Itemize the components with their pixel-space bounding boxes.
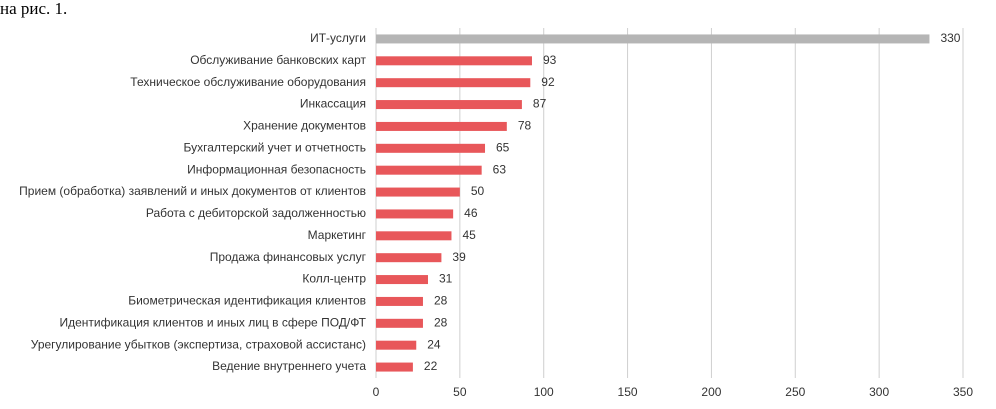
bar (376, 362, 413, 372)
bar (376, 187, 460, 197)
value-label: 28 (434, 315, 448, 329)
y-tick-label: Обслуживание банковских карт (190, 53, 366, 67)
y-tick-label: Техническое обслуживание оборудования (130, 75, 366, 89)
value-label: 39 (452, 250, 466, 264)
value-label: 24 (427, 337, 441, 351)
x-tick-label: 100 (534, 385, 554, 399)
x-tick-label: 50 (453, 385, 467, 399)
bar (376, 121, 507, 131)
value-label: 330 (940, 31, 960, 45)
value-label: 65 (496, 140, 510, 154)
value-label: 45 (462, 228, 476, 242)
y-tick-label: Колл-центр (302, 272, 366, 286)
bar (376, 100, 522, 110)
value-label: 87 (533, 97, 547, 111)
value-label: 63 (493, 162, 507, 176)
y-tick-label: Ведение внутреннего учета (212, 359, 366, 373)
y-tick-label: Инкассация (300, 97, 366, 111)
y-tick-label: Информационная безопасность (187, 162, 366, 176)
bar (376, 275, 428, 285)
x-tick-label: 350 (953, 385, 973, 399)
bar (376, 78, 531, 88)
value-label: 78 (518, 119, 532, 133)
y-tick-label: Биометрическая идентификация клиентов (128, 294, 366, 308)
value-label: 50 (471, 184, 485, 198)
value-label: 28 (434, 294, 448, 308)
value-label: 31 (439, 272, 453, 286)
x-tick-label: 250 (785, 385, 805, 399)
bar (376, 340, 417, 350)
bar (376, 231, 452, 241)
value-label: 92 (541, 75, 555, 89)
y-tick-label: Маркетинг (308, 228, 367, 242)
bar (376, 56, 532, 66)
bar (376, 209, 454, 219)
value-label: 93 (543, 53, 557, 67)
x-tick-label: 300 (869, 385, 889, 399)
x-tick-label: 0 (373, 385, 380, 399)
bar (376, 34, 930, 44)
y-tick-label: ИТ-услуги (310, 31, 366, 45)
caption-fragment: на рис. 1. (0, 0, 67, 18)
bar (376, 165, 482, 175)
value-label: 46 (464, 206, 478, 220)
value-label: 22 (424, 359, 438, 373)
y-tick-label: Работа с дебиторской задолженностью (146, 206, 366, 220)
bar (376, 253, 442, 263)
y-tick-label: Урегулирование убытков (экспертиза, стра… (31, 337, 366, 351)
bar (376, 318, 423, 328)
y-tick-label: Бухгалтерский учет и отчетность (184, 140, 366, 154)
y-tick-label: Хранение документов (243, 119, 366, 133)
x-tick-label: 200 (701, 385, 721, 399)
bar (376, 143, 486, 153)
x-tick-label: 150 (618, 385, 638, 399)
y-tick-label: Продажа финансовых услуг (210, 250, 367, 264)
bar (376, 296, 423, 306)
y-tick-label: Идентификация клиентов и иных лиц в сфер… (59, 315, 366, 329)
y-tick-label: Прием (обработка) заявлений и иных докум… (19, 184, 366, 198)
